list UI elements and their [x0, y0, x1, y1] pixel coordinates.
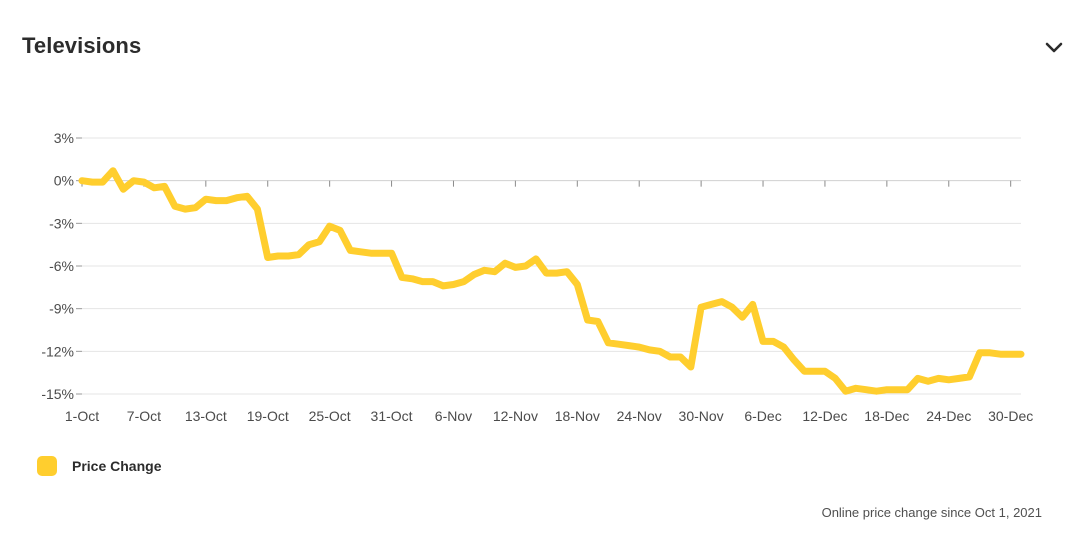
y-tick-label: 0% [54, 173, 74, 189]
x-tick-label: 25-Oct [309, 408, 351, 424]
y-tick-label: -6% [49, 258, 74, 274]
chevron-down-icon[interactable] [1043, 37, 1065, 59]
x-tick-label: 30-Nov [679, 408, 724, 424]
x-tick-label: 6-Nov [435, 408, 472, 424]
x-tick-label: 24-Dec [926, 408, 971, 424]
y-tick-label: -15% [41, 386, 74, 402]
y-tick-label: -9% [49, 301, 74, 317]
x-tick-label: 24-Nov [617, 408, 662, 424]
x-tick-label: 13-Oct [185, 408, 227, 424]
chart-title: Televisions [22, 33, 142, 58]
x-tick-label: 7-Oct [127, 408, 161, 424]
x-tick-label: 12-Nov [493, 408, 538, 424]
x-tick-label: 18-Nov [555, 408, 600, 424]
x-tick-label: 18-Dec [864, 408, 909, 424]
legend-label: Price Change [72, 458, 162, 474]
chart-header: Televisions [0, 0, 1083, 90]
chart-grid [82, 137, 1021, 395]
x-tick-label: 19-Oct [247, 408, 289, 424]
x-tick-label: 12-Dec [802, 408, 847, 424]
x-tick-label: 6-Dec [744, 408, 781, 424]
series-line-price-change [78, 167, 1025, 395]
y-tick-label: 3% [54, 130, 74, 146]
legend-swatch [37, 456, 57, 476]
chart-axes: 3% 0% -3% -6% -9% -12% -15% 1-Oct 7-Oct 13-Oct 19-… [41, 130, 1033, 424]
y-tick-label: -3% [49, 215, 74, 231]
chart-series [78, 167, 1025, 395]
x-tick-label: 30-Dec [988, 408, 1033, 424]
x-tick-label: 1-Oct [65, 408, 99, 424]
y-tick-label: -12% [41, 343, 74, 359]
x-tick-label: 31-Oct [371, 408, 413, 424]
footnote: Online price change since Oct 1, 2021 [821, 505, 1042, 520]
legend: Price Change [37, 455, 161, 477]
